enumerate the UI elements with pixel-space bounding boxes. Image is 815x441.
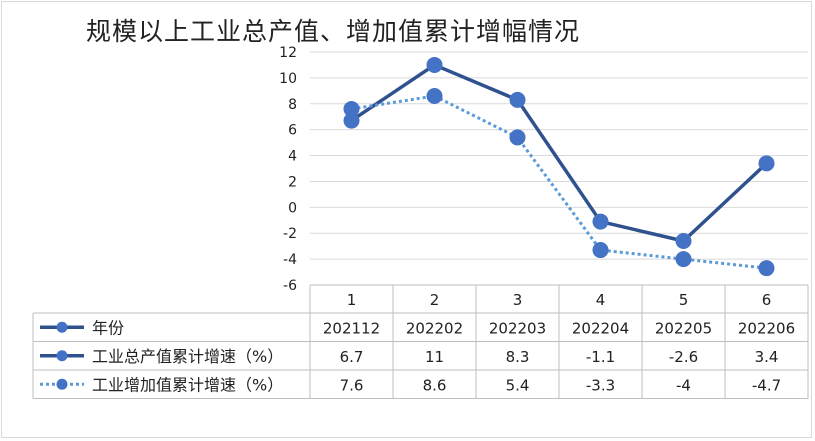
series-line (351, 94, 767, 270)
y-tick-label: -6 (283, 278, 297, 294)
table-cell: 202112 (323, 319, 380, 337)
x-category-label: 2 (430, 291, 440, 309)
table-cell: -3.3 (586, 376, 615, 394)
series-lines (343, 56, 775, 277)
table-cell: 5.4 (506, 376, 530, 394)
table-cell: 202206 (738, 319, 795, 337)
data-point (509, 91, 526, 108)
table-cell: 7.6 (340, 376, 364, 394)
legend-marker (56, 321, 68, 333)
y-tick-label: 8 (288, 97, 297, 113)
table-cell: 3.4 (755, 348, 779, 366)
data-point (343, 100, 360, 117)
table-cell: -1.1 (586, 348, 615, 366)
data-point (426, 88, 443, 105)
data-point (592, 213, 609, 230)
table-cell: 6.7 (340, 348, 364, 366)
y-axis-ticks: -6 -4 -2 0 2 4 6 8 10 12 (279, 45, 297, 294)
row-label: 工业增加值累计增速（%） (92, 375, 283, 394)
data-point (426, 56, 443, 73)
row-label: 年份 (92, 318, 124, 337)
y-tick-label: 0 (288, 200, 297, 216)
table-row: 年份 202112 202202 202203 202204 202205 202206 (40, 318, 795, 337)
gridlines (310, 51, 808, 286)
y-tick-label: 2 (288, 174, 297, 190)
data-point (592, 242, 609, 259)
series-1 (343, 56, 775, 249)
y-tick-label: 6 (288, 123, 297, 139)
row-label: 工业总产值累计增速（%） (92, 347, 283, 366)
table-cell: 202202 (406, 319, 463, 337)
data-point (675, 251, 692, 268)
legend-marker (56, 350, 68, 362)
x-category-label: 6 (762, 291, 772, 309)
data-point (758, 260, 775, 277)
table-cell: 8.6 (423, 376, 447, 394)
table-cell: 202203 (489, 319, 546, 337)
table-row: 工业增加值累计增速（%） 7.6 8.6 5.4 -3.3 -4 -4.7 (40, 375, 781, 394)
x-category-label: 1 (347, 291, 357, 309)
table-cell: -2.6 (669, 348, 698, 366)
y-tick-label: 10 (279, 71, 297, 87)
y-tick-label: -4 (283, 252, 297, 268)
table-cell: -4.7 (752, 376, 781, 394)
y-tick-label: 4 (288, 149, 297, 165)
table-row: 工业总产值累计增速（%） 6.7 11 8.3 -1.1 -2.6 3.4 (40, 347, 778, 366)
table-cell: 202204 (572, 319, 629, 337)
table-cell: 11 (425, 348, 444, 366)
legend-marker (56, 378, 68, 390)
data-table: 1 2 3 4 5 6 年份 202112 202202 202203 202204 202205 20… (32, 284, 809, 399)
series-2 (343, 88, 775, 277)
x-category-label: 3 (513, 291, 523, 309)
series-line (350, 63, 768, 243)
y-tick-label: -2 (283, 226, 297, 242)
table-cell: -4 (676, 376, 691, 394)
chart-title: 规模以上工业总产值、增加值累计增幅情况 (86, 17, 581, 46)
x-category-label: 5 (679, 291, 689, 309)
data-point (509, 129, 526, 146)
data-point (675, 232, 692, 249)
y-tick-label: 12 (279, 45, 297, 61)
x-category-label: 4 (596, 291, 606, 309)
table-cell: 202205 (655, 319, 712, 337)
table-cell: 8.3 (506, 348, 530, 366)
data-point (758, 155, 775, 172)
data-point (343, 112, 360, 129)
